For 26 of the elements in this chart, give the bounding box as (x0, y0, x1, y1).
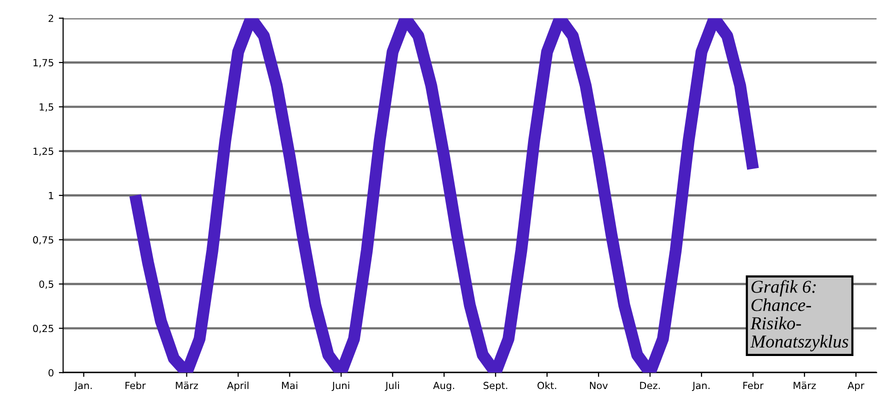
x-tick-label: Febr (743, 382, 764, 390)
y-tick-label: 1,75 (34, 59, 54, 68)
x-tick-label: April (227, 382, 248, 392)
x-tick-label: Juni (332, 382, 350, 391)
y-tick-label: 1,25 (34, 148, 54, 156)
y-tick-label: 2 (48, 14, 54, 22)
annotation: Grafik 6: Chance- Risiko- Monatszyklus (750, 280, 848, 352)
x-tick-label: Dez. (640, 382, 660, 390)
y-tick-label: 0,5 (39, 280, 54, 289)
y-tick-label: 1 (48, 192, 54, 200)
x-tick-label: Sept. (484, 382, 508, 392)
x-tick-label: Juli (384, 382, 399, 391)
x-tick-label: Okt. (538, 382, 556, 390)
x-tick-label: März (176, 382, 198, 390)
x-tick-label: Mai (282, 382, 298, 390)
x-tick-label: Jan. (692, 382, 710, 391)
x-tick-label: Febr (126, 382, 146, 390)
y-tick-label: 0 (48, 369, 54, 376)
x-tick-label: März (794, 382, 816, 390)
y-tick-label: 0,75 (33, 236, 54, 245)
x-tick-label: Nov (590, 382, 608, 390)
x-tick-label: Aug. (433, 382, 454, 392)
x-tick-label: Jan. (74, 382, 92, 391)
y-tick-label: 1,5 (40, 103, 54, 112)
x-tick-label: Apr (848, 382, 864, 392)
y-tick-label: 0,25 (33, 324, 54, 334)
